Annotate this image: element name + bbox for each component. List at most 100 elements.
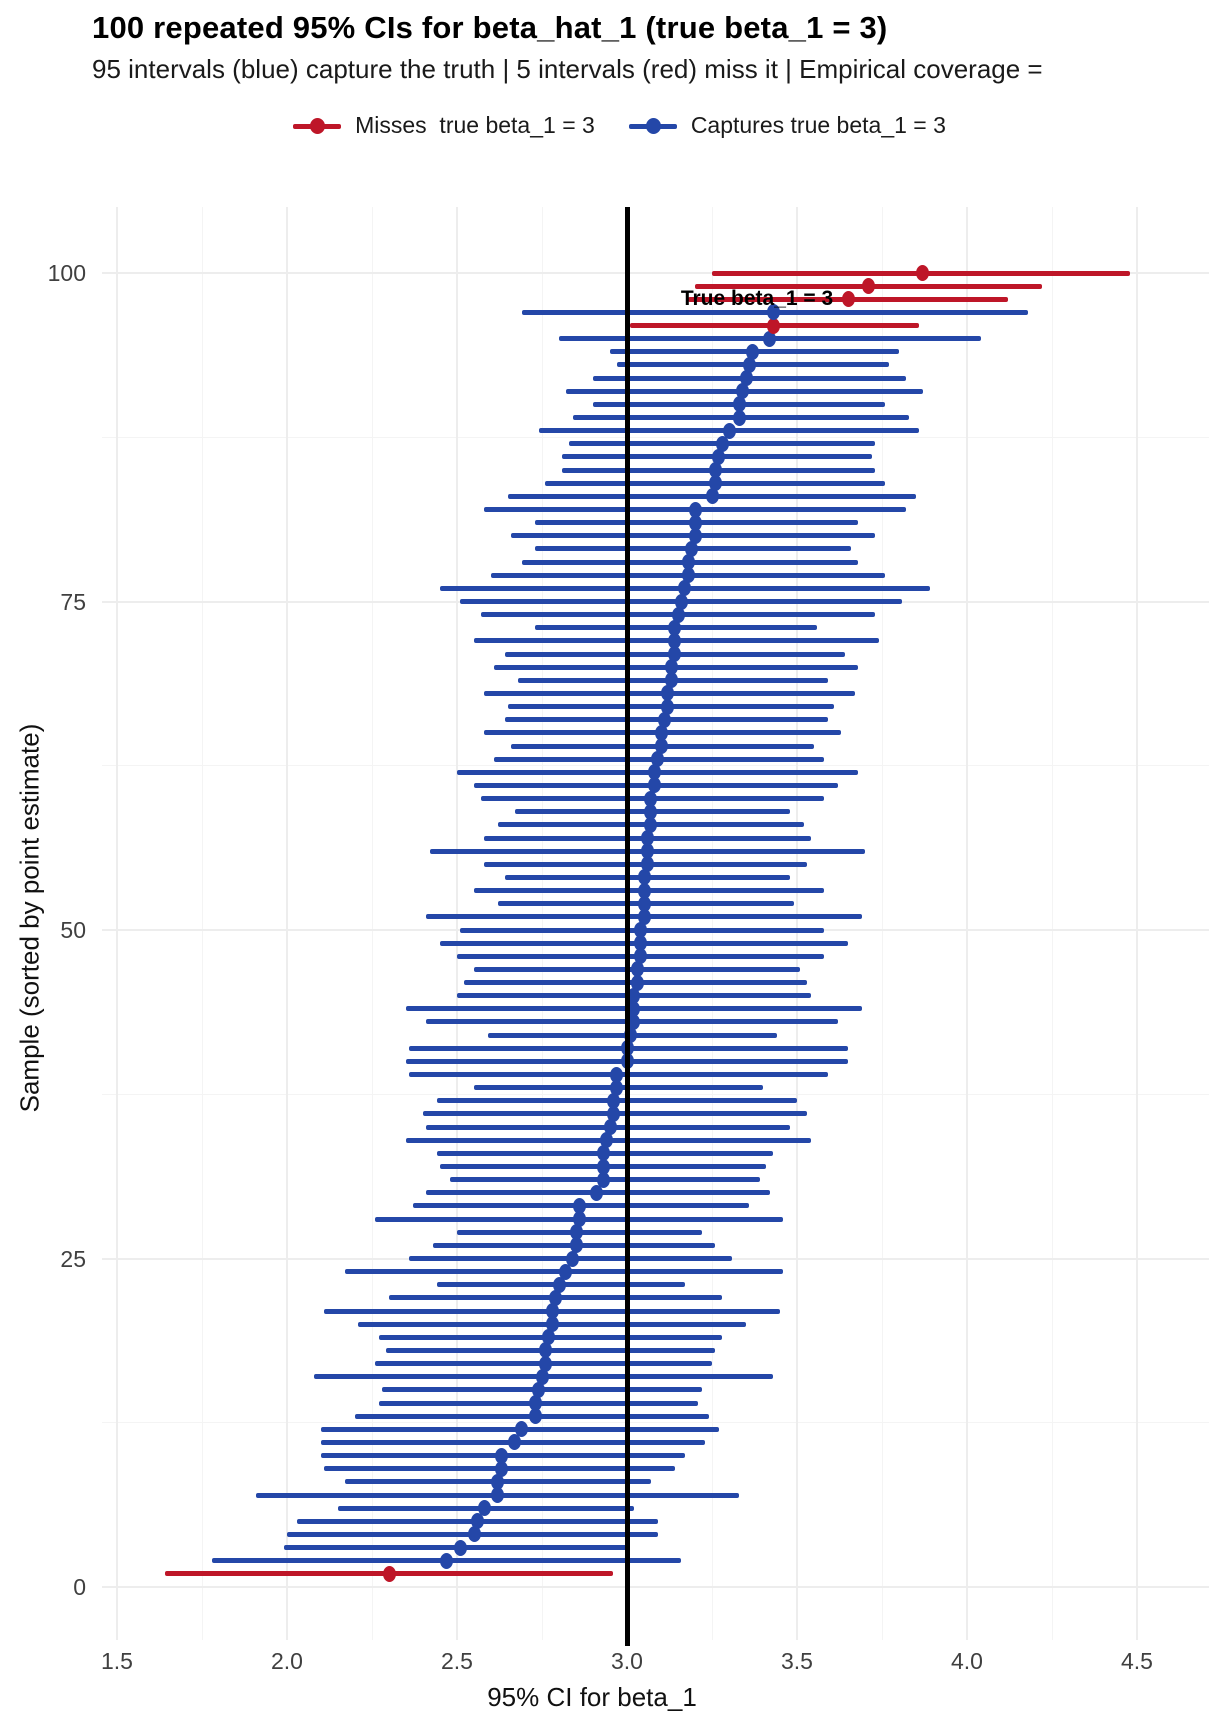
ci-point-estimate <box>763 330 777 347</box>
x-tick-label: 2.5 <box>441 1648 473 1674</box>
ci-point-estimate <box>668 632 682 649</box>
ci-point-estimate <box>549 1289 563 1306</box>
ci-point-estimate <box>668 619 682 636</box>
ci-point-estimate <box>732 409 746 426</box>
ci-point-estimate <box>382 1565 396 1582</box>
x-major-gridline <box>116 207 118 1640</box>
x-tick-label: 3.5 <box>781 1648 813 1674</box>
x-minor-gridline <box>201 207 203 1640</box>
ci-point-estimate <box>603 1119 617 1136</box>
ci-point-estimate <box>572 1197 586 1214</box>
ci-point-estimate <box>589 1184 603 1201</box>
ci-point-estimate <box>708 462 722 479</box>
ci-point-estimate <box>634 935 648 952</box>
ci-point-estimate <box>841 291 855 308</box>
ci-point-estimate <box>528 1408 542 1425</box>
y-tick-label: 75 <box>60 588 86 615</box>
ci-point-estimate <box>440 1552 454 1569</box>
ci-point-estimate <box>861 278 875 295</box>
ci-point-estimate <box>538 1355 552 1372</box>
legend-item-captures: Captures true beta_1 = 3 <box>628 112 946 139</box>
ci-point-estimate <box>634 948 648 965</box>
x-minor-gridline <box>1051 207 1053 1640</box>
ci-point-estimate <box>671 606 685 623</box>
y-tick-label: 25 <box>60 1245 86 1272</box>
ci-point-estimate <box>766 304 780 321</box>
x-tick-label: 4.0 <box>951 1648 983 1674</box>
ci-point-estimate <box>508 1434 522 1451</box>
ci-point-estimate <box>470 1513 484 1530</box>
ci-point-estimate <box>746 343 760 360</box>
ci-point-estimate <box>712 448 726 465</box>
ci-point-estimate <box>637 882 651 899</box>
ci-point-estimate <box>528 1395 542 1412</box>
ci-point-estimate <box>644 816 658 833</box>
y-minor-gridline <box>102 1093 1209 1095</box>
ci-point-estimate <box>674 593 688 610</box>
y-tick-label: 0 <box>73 1574 86 1600</box>
x-minor-gridline <box>371 207 373 1640</box>
legend-label-misses: Misses true beta_1 = 3 <box>355 112 595 138</box>
ci-point-estimate <box>538 1342 552 1359</box>
ci-point-estimate <box>569 1224 583 1241</box>
legend-label-captures: Captures true beta_1 = 3 <box>690 112 946 138</box>
ci-point-estimate <box>678 580 692 597</box>
ci-point-estimate <box>491 1473 505 1490</box>
ci-point-estimate <box>634 922 648 938</box>
ci-point-estimate <box>661 698 675 715</box>
ci-point-estimate <box>453 1539 467 1556</box>
ci-point-estimate <box>657 711 671 728</box>
y-minor-gridline <box>102 1422 1209 1424</box>
ci-point-estimate <box>610 1079 624 1096</box>
ci-point-estimate <box>688 501 702 518</box>
true-beta-reference-line <box>624 207 630 1646</box>
ci-point-estimate <box>630 974 644 991</box>
ci-point-estimate <box>627 987 641 1004</box>
ci-point-estimate <box>647 764 661 781</box>
ci-point-estimate <box>494 1460 508 1477</box>
ci-point-estimate <box>637 908 651 925</box>
ci-point-estimate <box>545 1316 559 1333</box>
legend-key-dot <box>310 117 326 134</box>
x-axis-title: 95% CI for beta_1 <box>487 1682 697 1712</box>
true-beta-annotation: True beta_1 = 3 <box>680 287 834 310</box>
ci-point-estimate <box>916 265 930 281</box>
legend-key-dot <box>645 117 661 134</box>
ci-point-estimate <box>681 554 695 571</box>
y-tick-label: 100 <box>47 260 86 286</box>
ci-point-estimate <box>572 1211 586 1228</box>
ci-point-estimate <box>569 1237 583 1254</box>
ci-point-estimate <box>681 567 695 584</box>
ci-point-estimate <box>515 1421 529 1438</box>
y-major-gridline <box>102 1586 1209 1588</box>
ci-point-estimate <box>542 1329 556 1346</box>
x-major-gridline <box>796 207 798 1640</box>
ci-point-estimate <box>654 738 668 755</box>
legend-item-misses: Misses true beta_1 = 3 <box>293 112 595 139</box>
ci-point-estimate <box>610 1066 624 1083</box>
ci-point-estimate <box>559 1263 573 1280</box>
ci-point-estimate <box>661 685 675 702</box>
x-tick-label: 3.0 <box>611 1648 643 1674</box>
ci-point-estimate <box>545 1303 559 1320</box>
ci-point-estimate <box>708 475 722 492</box>
plot-subtitle: 95 intervals (blue) capture the truth | … <box>92 54 1043 84</box>
ci-point-estimate <box>627 1000 641 1017</box>
ci-point-estimate <box>736 383 750 400</box>
ci-point-estimate <box>494 1447 508 1464</box>
ci-point-estimate <box>715 435 729 452</box>
x-major-gridline <box>456 207 458 1640</box>
ci-point-estimate <box>668 646 682 663</box>
legend-key-misses-icon <box>293 117 342 135</box>
ci-point-estimate <box>535 1368 549 1385</box>
legend-key-captures-icon <box>628 117 677 135</box>
x-major-gridline <box>1136 207 1138 1640</box>
ci-point-estimate <box>637 895 651 912</box>
x-tick-label: 2.0 <box>271 1648 303 1674</box>
ci-point-estimate <box>651 751 665 768</box>
ci-point-estimate <box>647 777 661 794</box>
ci-point-estimate <box>722 422 736 439</box>
x-tick-label: 4.5 <box>1121 1648 1153 1674</box>
